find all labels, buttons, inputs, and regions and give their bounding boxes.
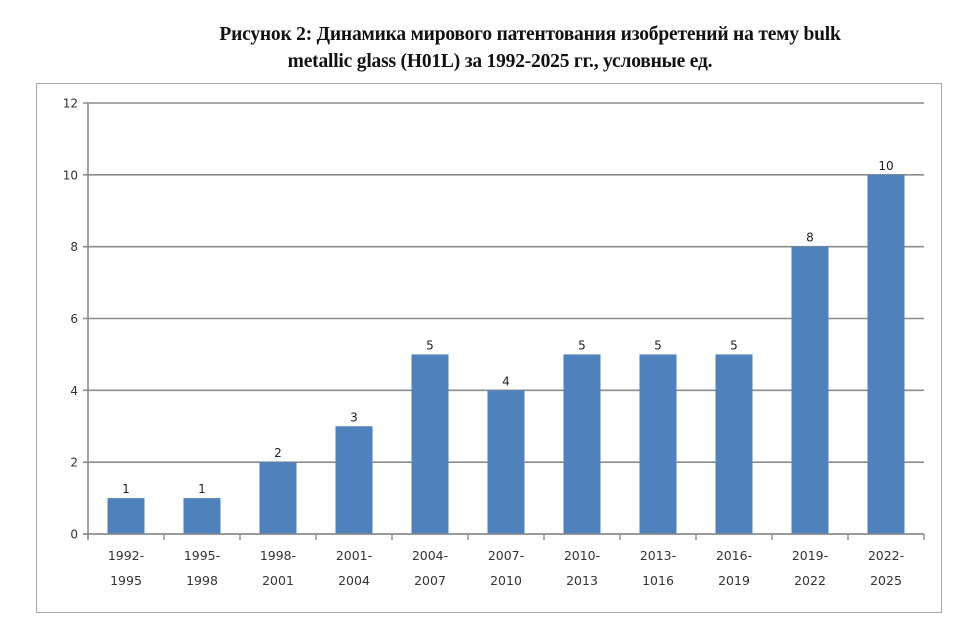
x-category-label: 2025 (870, 573, 902, 588)
bar-value-label: 1 (122, 482, 130, 496)
bar (563, 354, 601, 534)
y-tick-label: 2 (70, 456, 78, 470)
x-category-label: 2019- (792, 548, 828, 563)
x-category-label: 2007 (414, 573, 446, 588)
bar-value-label: 5 (654, 338, 662, 352)
bar (411, 354, 449, 534)
bar (335, 426, 373, 534)
x-category-label: 2001 (262, 573, 294, 588)
x-category-label: 2022- (868, 548, 904, 563)
y-tick-label: 0 (70, 528, 78, 542)
bar-value-label: 8 (806, 231, 814, 245)
x-category-label: 2001- (336, 548, 372, 563)
y-tick-label: 12 (63, 97, 78, 111)
y-tick-label: 6 (70, 312, 78, 326)
chart-title-line-1: Рисунок 2: Динамика мирового патентовани… (219, 24, 841, 45)
bar-value-label: 5 (578, 338, 586, 352)
y-tick-label: 10 (63, 168, 78, 182)
x-category-label: 2013 (566, 573, 598, 588)
bar-value-label: 4 (502, 374, 510, 388)
bar (487, 390, 525, 534)
bar-value-label: 5 (730, 338, 738, 352)
bar-value-label: 2 (274, 446, 282, 460)
x-category-label: 2022 (794, 573, 826, 588)
bar (259, 462, 297, 534)
x-category-label: 2004 (338, 573, 370, 588)
bar (183, 498, 221, 534)
y-tick-label: 4 (70, 384, 78, 398)
x-category-label: 2007- (488, 548, 524, 563)
x-category-label: 2016- (716, 548, 752, 563)
bar-value-label: 5 (426, 338, 434, 352)
bar-value-label: 3 (350, 410, 358, 424)
x-category-label: 1992- (108, 548, 144, 563)
x-category-label: 2004- (412, 548, 448, 563)
x-category-label: 2010- (564, 548, 600, 563)
bar (791, 246, 829, 534)
chart-title: Рисунок 2: Динамика мирового патентовани… (100, 21, 960, 75)
x-category-label: 1016 (642, 573, 674, 588)
x-category-label: 2013- (640, 548, 676, 563)
bar-value-label: 10 (878, 159, 893, 173)
x-category-label: 1998- (260, 548, 296, 563)
bar (867, 174, 905, 535)
bar (715, 354, 753, 534)
chart-title-line-2: metallic glass (H01L) за 1992-2025 гг., … (287, 51, 713, 72)
x-category-label: 1998 (186, 573, 218, 588)
x-category-label: 2019 (718, 573, 750, 588)
x-category-label: 1995 (110, 573, 142, 588)
bar (639, 354, 677, 534)
bar-value-label: 1 (198, 482, 206, 496)
x-category-label: 2010 (490, 573, 522, 588)
x-category-label: 1995- (184, 548, 220, 563)
bar (107, 498, 145, 534)
y-tick-label: 8 (70, 240, 78, 254)
